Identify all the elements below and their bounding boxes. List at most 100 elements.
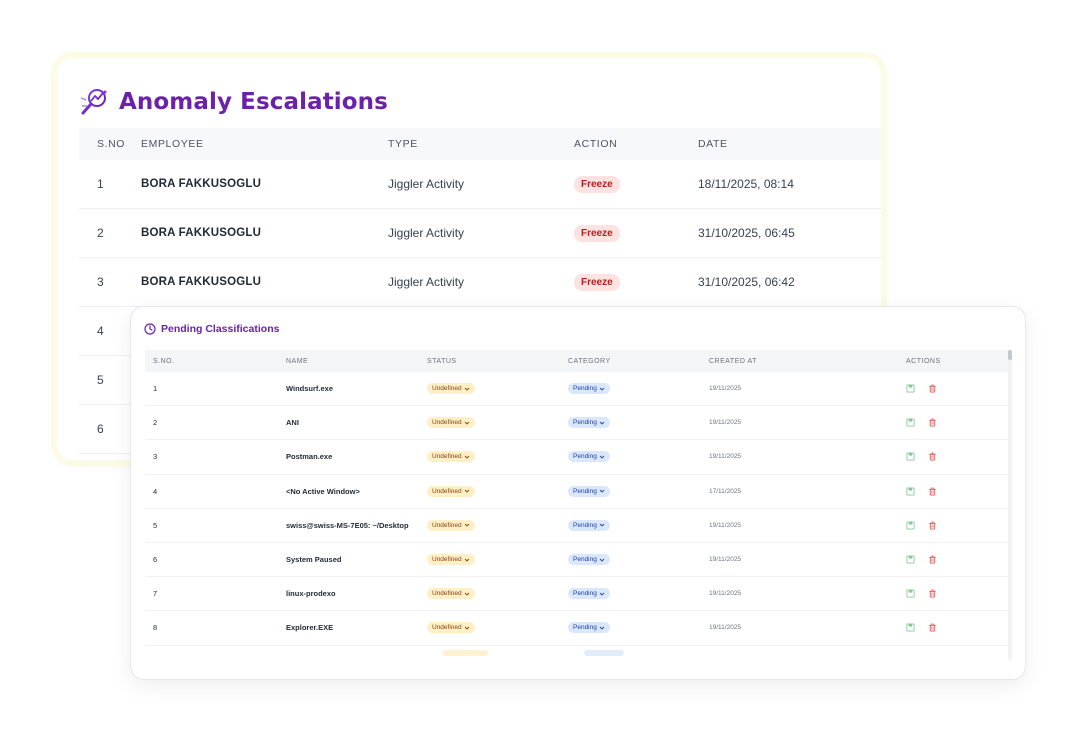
trash-icon[interactable] (928, 623, 937, 632)
row-number: 3 (153, 452, 158, 462)
save-icon[interactable] (906, 418, 915, 427)
table-row[interactable]: 1 BORA FAKKUSOGLU Jiggler Activity Freez… (79, 160, 881, 209)
anomaly-type: Jiggler Activity (388, 275, 465, 289)
table-row[interactable]: 3 Postman.exe Undefined Pending 19/11/20… (145, 440, 1011, 475)
table-row[interactable]: 4 <No Active Window> Undefined Pending 1… (145, 475, 1011, 509)
category-value: Pending (573, 590, 597, 598)
save-icon[interactable] (906, 589, 915, 598)
chevron-down-icon (599, 421, 605, 425)
escalation-date: 31/10/2025, 06:42 (698, 275, 795, 289)
row-number: 7 (153, 589, 158, 599)
status-dropdown[interactable]: Undefined (427, 383, 475, 395)
status-dropdown[interactable]: Undefined (427, 622, 475, 634)
table-row-partial (145, 646, 1011, 660)
status-dropdown[interactable]: Undefined (427, 554, 475, 566)
column-header[interactable]: ACTION (574, 138, 618, 150)
category-dropdown[interactable]: Pending (568, 451, 610, 463)
chevron-down-icon (599, 592, 605, 596)
created-date: 19/11/2025 (709, 453, 742, 461)
column-header[interactable]: NAME (286, 357, 309, 365)
table-row[interactable]: 8 Explorer.EXE Undefined Pending 19/11/2… (145, 611, 1011, 646)
save-icon[interactable] (906, 623, 915, 632)
anomaly-type: Jiggler Activity (388, 177, 465, 191)
row-number: 5 (153, 520, 158, 530)
column-header[interactable]: EMPLOYEE (141, 138, 204, 150)
save-icon[interactable] (906, 487, 915, 496)
row-number: 5 (97, 373, 104, 387)
row-number: 3 (97, 275, 104, 289)
employee-name: BORA FAKKUSOGLU (141, 227, 262, 239)
category-value: Pending (573, 453, 597, 461)
save-icon[interactable] (906, 555, 915, 564)
status-dropdown[interactable]: Undefined (427, 417, 475, 429)
status-dropdown[interactable]: Undefined (427, 588, 475, 600)
row-number: 4 (153, 486, 158, 496)
anomaly-type: Jiggler Activity (388, 226, 465, 240)
trash-icon[interactable] (928, 384, 937, 393)
status-dropdown[interactable]: Undefined (427, 519, 475, 531)
category-dropdown[interactable]: Pending (568, 554, 610, 566)
anomaly-escalations-header: Anomaly Escalations (79, 86, 388, 118)
process-name: <No Active Window> (286, 486, 360, 496)
category-value: Pending (573, 419, 597, 427)
category-dropdown[interactable]: Pending (568, 622, 610, 634)
clock-icon (144, 323, 156, 335)
column-header[interactable]: CREATED AT (709, 357, 757, 365)
row-number: 6 (153, 555, 158, 565)
table-row[interactable]: 2 BORA FAKKUSOGLU Jiggler Activity Freez… (79, 209, 881, 258)
created-date: 19/11/2025 (709, 521, 742, 529)
trash-icon[interactable] (928, 452, 937, 462)
trash-icon[interactable] (928, 555, 937, 564)
chevron-down-icon (464, 524, 469, 527)
row-number: 1 (97, 177, 104, 191)
status-dropdown[interactable]: Undefined (427, 451, 475, 463)
column-header: ACTIONS (906, 357, 941, 365)
row-number: 2 (153, 418, 158, 428)
scrollbar-thumb[interactable] (1008, 350, 1012, 360)
table-row[interactable]: 2 ANI Undefined Pending 19/11/2025 (145, 406, 1011, 441)
trash-icon[interactable] (928, 418, 937, 427)
table-row[interactable]: 5 swiss@swiss-MS-7E05: ~/Desktop Undefin… (145, 509, 1011, 543)
trash-icon[interactable] (928, 487, 937, 496)
table-row[interactable]: 3 BORA FAKKUSOGLU Jiggler Activity Freez… (79, 258, 881, 307)
status-value: Undefined (432, 419, 462, 427)
scrollbar[interactable] (1008, 350, 1012, 660)
created-date: 19/11/2025 (709, 590, 742, 598)
process-name: System Paused (286, 555, 342, 565)
trash-icon[interactable] (928, 521, 937, 530)
action-badge: Freeze (574, 273, 620, 291)
column-header[interactable]: TYPE (388, 138, 418, 150)
chevron-down-icon (599, 387, 605, 391)
chevron-down-icon (599, 524, 605, 527)
process-name: swiss@swiss-MS-7E05: ~/Desktop (286, 520, 409, 530)
table-row[interactable]: 1 Windsurf.exe Undefined Pending 19/11/2… (145, 372, 1011, 407)
column-header[interactable]: CATEGORY (568, 357, 611, 365)
process-name: linux-prodexo (286, 589, 336, 599)
chevron-down-icon (464, 558, 469, 562)
save-icon[interactable] (906, 521, 915, 530)
column-header[interactable]: DATE (698, 138, 728, 150)
category-dropdown[interactable]: Pending (568, 485, 610, 497)
row-number: 6 (97, 422, 104, 436)
created-date: 19/11/2025 (709, 624, 742, 632)
category-dropdown[interactable]: Pending (568, 519, 610, 531)
process-name: Explorer.EXE (286, 623, 334, 633)
magnifier-chart-icon (80, 89, 107, 115)
trash-icon[interactable] (928, 589, 937, 598)
column-header[interactable]: S.NO (97, 138, 126, 150)
page-title: Anomaly Escalations (119, 89, 388, 115)
status-value: Undefined (432, 487, 462, 495)
status-dropdown[interactable]: Undefined (427, 485, 475, 497)
table-row[interactable]: 6 System Paused Undefined Pending 19/11/… (145, 543, 1011, 578)
table-row[interactable]: 7 linux-prodexo Undefined Pending 19/11/… (145, 577, 1011, 612)
category-dropdown[interactable]: Pending (568, 383, 610, 395)
category-dropdown[interactable]: Pending (568, 417, 610, 429)
column-header[interactable]: STATUS (427, 357, 457, 365)
category-dropdown[interactable]: Pending (568, 588, 610, 600)
chevron-down-icon (464, 387, 469, 391)
save-icon[interactable] (906, 452, 915, 462)
column-header[interactable]: S.NO. (153, 357, 175, 365)
save-icon[interactable] (906, 384, 915, 393)
created-date: 17/11/2025 (709, 487, 742, 495)
escalation-date: 31/10/2025, 06:45 (698, 226, 795, 240)
